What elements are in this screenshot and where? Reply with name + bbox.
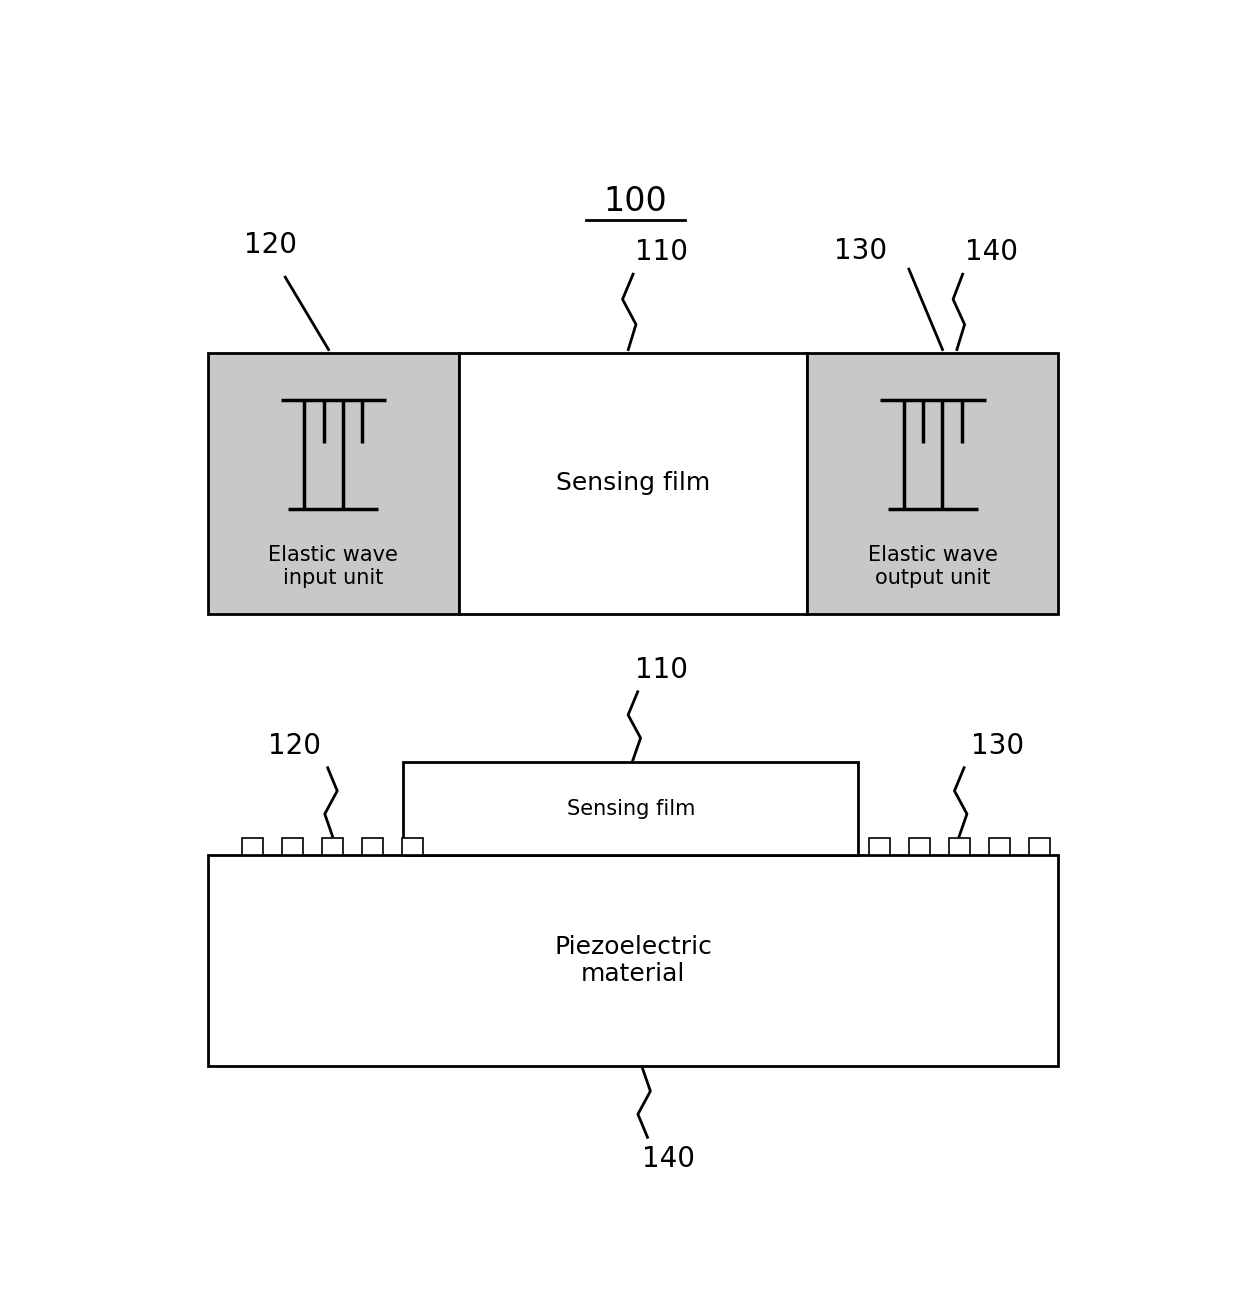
Text: Piezoelectric
material: Piezoelectric material xyxy=(554,934,712,987)
Bar xyxy=(322,838,343,855)
Text: Elastic wave
output unit: Elastic wave output unit xyxy=(868,545,998,589)
Text: 120: 120 xyxy=(268,732,320,760)
Text: 140: 140 xyxy=(642,1146,696,1173)
Bar xyxy=(281,838,303,855)
Bar xyxy=(242,838,263,855)
Text: Elastic wave
input unit: Elastic wave input unit xyxy=(268,545,398,589)
Bar xyxy=(1028,838,1050,855)
Text: 130: 130 xyxy=(835,238,888,265)
Text: 120: 120 xyxy=(244,231,298,258)
Text: 130: 130 xyxy=(971,732,1024,760)
Text: 100: 100 xyxy=(604,185,667,218)
Bar xyxy=(909,838,930,855)
Bar xyxy=(459,352,807,613)
Bar xyxy=(869,838,890,855)
Text: Sensing film: Sensing film xyxy=(556,471,711,495)
Bar xyxy=(949,838,970,855)
Bar xyxy=(402,838,423,855)
Text: 110: 110 xyxy=(635,238,688,266)
Bar xyxy=(208,855,1058,1066)
Bar xyxy=(403,762,858,855)
Bar xyxy=(807,352,1059,613)
Text: Sensing film: Sensing film xyxy=(567,799,696,818)
Text: 110: 110 xyxy=(635,655,688,684)
Text: 140: 140 xyxy=(965,238,1018,266)
Bar xyxy=(988,838,1009,855)
Bar xyxy=(362,838,383,855)
Bar xyxy=(208,352,459,613)
